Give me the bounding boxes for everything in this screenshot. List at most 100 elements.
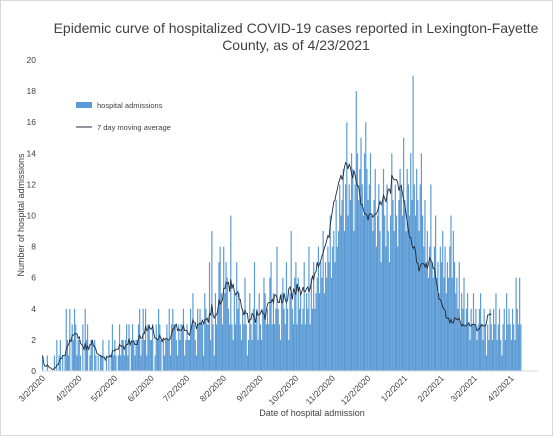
bar <box>372 231 374 371</box>
bar <box>462 308 464 371</box>
bar <box>365 122 367 371</box>
bar <box>73 308 76 371</box>
bar <box>436 277 438 371</box>
bar <box>485 355 488 371</box>
bar <box>469 339 471 371</box>
bar <box>519 277 521 371</box>
bar <box>482 339 484 371</box>
bar <box>301 324 303 371</box>
bar <box>143 339 145 371</box>
bar <box>246 355 248 371</box>
bar <box>185 339 187 371</box>
bar <box>392 199 394 371</box>
bar <box>242 308 244 371</box>
bar <box>395 215 398 371</box>
bar <box>361 184 363 371</box>
bar <box>285 262 288 371</box>
bar <box>298 308 301 371</box>
bar <box>439 246 441 371</box>
bar <box>195 355 198 371</box>
bar <box>358 199 360 371</box>
bar <box>501 355 503 371</box>
bar <box>401 215 404 371</box>
bar <box>127 355 129 371</box>
bar <box>367 199 369 371</box>
bar <box>431 262 433 371</box>
bar <box>171 324 173 371</box>
x-axis-title: Date of hospital admission <box>259 408 365 418</box>
bar <box>130 339 132 371</box>
bar <box>156 339 159 371</box>
bar <box>230 215 232 371</box>
y-tick-label: 12 <box>27 179 37 189</box>
bar <box>479 293 482 371</box>
chart-title-line-1: Epidemic curve of hospitalized COVID-19 … <box>54 20 539 36</box>
bar <box>265 324 267 371</box>
bar <box>406 168 408 371</box>
bar <box>451 277 453 371</box>
bar <box>263 277 265 371</box>
bar <box>362 215 364 371</box>
bar <box>78 339 80 371</box>
bar <box>159 324 161 371</box>
bar <box>233 293 235 371</box>
bar <box>146 355 148 371</box>
bar <box>75 324 77 371</box>
bar <box>375 246 378 371</box>
bar <box>385 246 387 371</box>
bar <box>308 246 310 371</box>
bar <box>290 231 292 371</box>
bar <box>430 184 432 371</box>
bar <box>198 324 200 371</box>
bar <box>353 231 355 371</box>
bar <box>46 355 48 371</box>
bar <box>271 324 273 371</box>
legend-bar-swatch <box>76 102 92 108</box>
bar <box>59 339 61 371</box>
bar <box>174 324 176 371</box>
bar <box>398 199 400 371</box>
bar <box>238 293 240 371</box>
bar <box>180 324 182 371</box>
bar <box>356 153 359 371</box>
bar <box>373 199 375 371</box>
bar <box>321 277 323 371</box>
bar <box>252 308 254 371</box>
bar <box>124 339 127 371</box>
bar <box>316 277 318 371</box>
bar <box>433 246 436 371</box>
bar <box>413 184 415 371</box>
bar <box>243 324 245 371</box>
bar <box>258 293 260 371</box>
bar <box>507 324 509 371</box>
bar <box>244 277 246 371</box>
bar <box>472 293 475 371</box>
bar <box>181 324 183 371</box>
bar <box>414 215 417 371</box>
bar <box>296 324 298 371</box>
bar <box>288 339 290 371</box>
bar-series-hospital-admissions <box>42 75 522 372</box>
bar <box>429 246 431 371</box>
bar <box>71 324 73 371</box>
bar <box>352 168 354 371</box>
bar <box>497 324 499 371</box>
bar <box>471 324 473 371</box>
bar <box>256 308 258 371</box>
bar <box>466 293 469 371</box>
bar <box>123 355 125 371</box>
bar <box>175 339 177 371</box>
bar <box>72 339 74 371</box>
bar <box>449 246 451 371</box>
bar <box>184 355 186 371</box>
bar <box>442 231 444 371</box>
bar <box>475 308 477 371</box>
bar <box>300 293 302 371</box>
bar <box>262 308 264 371</box>
bar <box>459 324 462 371</box>
bar <box>211 231 213 371</box>
bar <box>502 324 504 371</box>
bar <box>91 339 93 371</box>
y-tick-label: 10 <box>27 211 37 221</box>
bar <box>412 75 414 372</box>
